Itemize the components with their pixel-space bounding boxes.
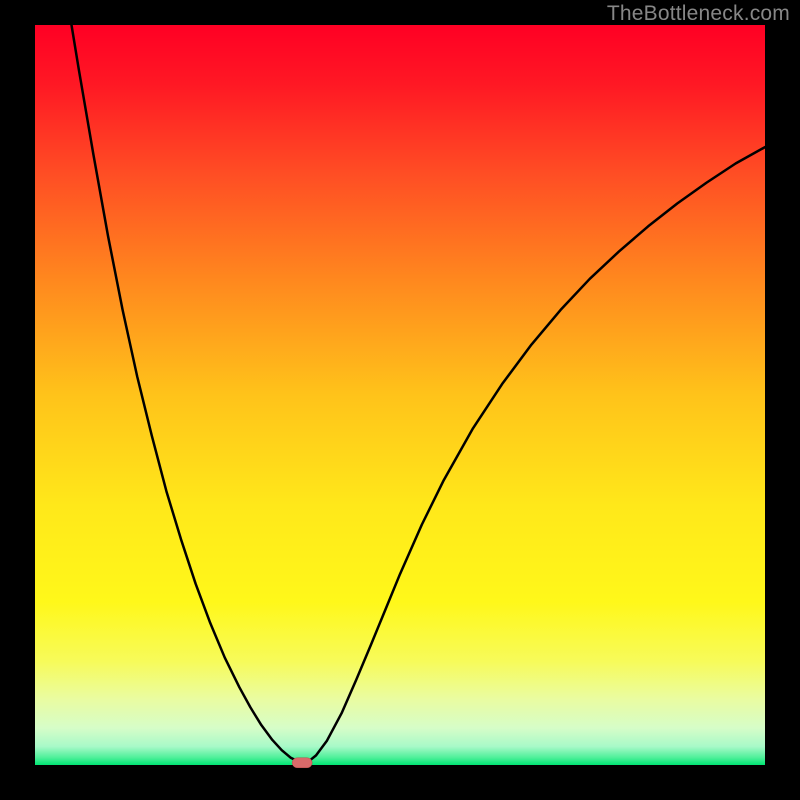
- chart-root: TheBottleneck.com: [0, 0, 800, 800]
- optimum-marker: [292, 758, 312, 768]
- plot-area: [35, 25, 765, 765]
- chart-svg: [0, 0, 800, 800]
- watermark-text: TheBottleneck.com: [607, 2, 790, 26]
